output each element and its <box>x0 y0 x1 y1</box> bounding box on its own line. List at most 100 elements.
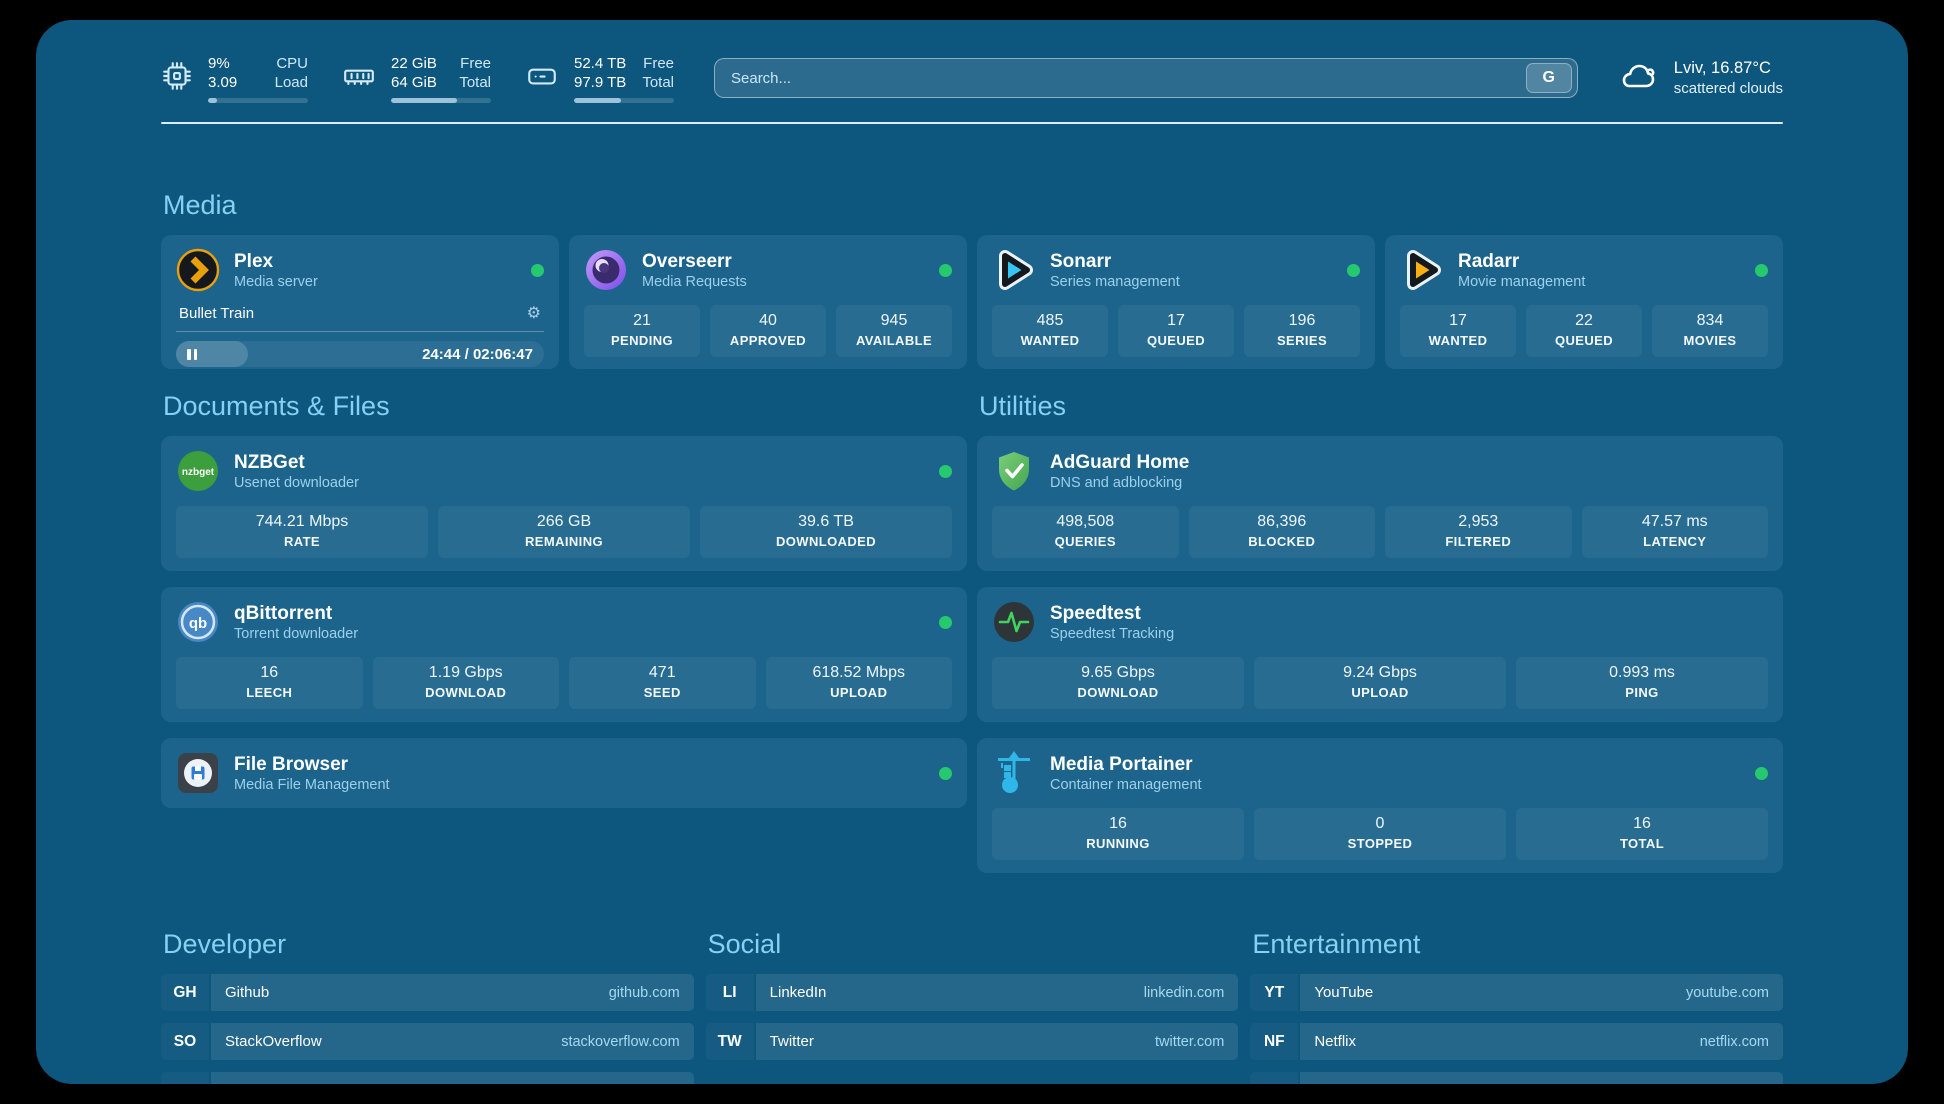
now-playing-title: Bullet Train <box>179 304 255 322</box>
cpu-progress-fill <box>208 97 217 103</box>
search-bar: G <box>714 58 1578 98</box>
social-section-title: Social <box>707 929 782 959</box>
stat-box: 498,508 QUERIES <box>992 506 1179 558</box>
app-name: Overseerr <box>642 250 732 272</box>
app-subtitle: Torrent downloader <box>234 625 359 642</box>
disk-stat: 52.4 TB 97.9 TB Free Total <box>525 54 674 103</box>
stat-box: 1.19 Gbps DOWNLOAD <box>372 657 559 709</box>
status-online-dot <box>939 766 952 780</box>
now-playing-time: 24:44 / 02:06:47 <box>422 345 533 363</box>
status-online-dot <box>939 615 952 629</box>
app-subtitle: Movie management <box>1458 273 1586 290</box>
cpu-progress-track <box>208 97 308 103</box>
app-card-speedtest[interactable]: Speedtest Speedtest Tracking 9.65 Gbps D… <box>977 587 1783 722</box>
app-card-overseerr[interactable]: Overseerr Media Requests 21 PENDING 40 A… <box>569 235 967 369</box>
stat-box: 834 MOVIES <box>1652 305 1768 357</box>
status-online-dot <box>939 464 952 478</box>
qbittorrent-icon: qb <box>176 600 220 644</box>
link-twitter[interactable]: TW Twitter twitter.com <box>705 1023 1239 1060</box>
status-online-dot <box>939 263 952 277</box>
stat-box: 17 WANTED <box>1400 305 1516 357</box>
pause-icon[interactable] <box>187 348 197 360</box>
system-stats: 9% 3.09 CPU Load <box>161 54 674 103</box>
disk-total-value: 97.9 TB <box>574 74 627 91</box>
ram-free-value: 22 GiB <box>391 54 437 72</box>
app-name: Speedtest <box>1050 602 1141 624</box>
stat-box: 266 GB REMAINING <box>438 506 690 558</box>
status-online-dot <box>1755 263 1768 277</box>
link-netflix[interactable]: NF Netflix netflix.com <box>1250 1023 1783 1060</box>
svg-text:qb: qb <box>189 615 207 632</box>
app-subtitle: Media server <box>234 273 318 290</box>
stat-box: 40 APPROVED <box>710 305 826 357</box>
stat-box: 17 QUEUED <box>1118 305 1234 357</box>
app-card-filebrowser[interactable]: File Browser Media File Management <box>161 738 967 808</box>
status-online-dot <box>531 263 544 277</box>
stat-box: 47.57 ms LATENCY <box>1581 506 1768 558</box>
app-name: Media Portainer <box>1050 753 1193 775</box>
weather-widget: Lviv, 16.87°C scattered clouds <box>1618 58 1783 99</box>
stat-box: 0.993 ms PING <box>1516 657 1768 709</box>
app-card-qbittorrent[interactable]: qb qBittorrent Torrent downloader <box>161 587 967 722</box>
link-reddit[interactable]: RE Reddit reddit.com <box>1250 1072 1783 1084</box>
link-dev[interactable]: DT DEV dev.to <box>161 1072 694 1084</box>
stat-box: 485 WANTED <box>992 305 1108 357</box>
search-provider-button[interactable]: G <box>1525 63 1572 93</box>
link-github[interactable]: GH Github github.com <box>161 974 694 1011</box>
status-online-dot <box>1347 263 1360 277</box>
app-card-plex[interactable]: Plex Media server Bullet Train ⚙ 24:44 /… <box>161 235 559 369</box>
weather-condition: scattered clouds <box>1673 80 1783 97</box>
stat-box: 9.65 Gbps DOWNLOAD <box>992 657 1244 709</box>
nzbget-icon: nzbget <box>176 449 220 493</box>
stat-box: 196 SERIES <box>1244 305 1360 357</box>
speedtest-icon <box>992 600 1036 644</box>
disk-progress-fill <box>574 97 621 103</box>
app-subtitle: Media Requests <box>642 273 747 290</box>
app-name: AdGuard Home <box>1050 451 1190 473</box>
sonarr-icon <box>992 248 1036 292</box>
ram-total-label: Total <box>459 74 491 91</box>
gear-icon[interactable]: ⚙ <box>526 305 541 322</box>
link-linkedin[interactable]: LI LinkedIn linkedin.com <box>705 974 1239 1011</box>
weather-location-temp: Lviv, 16.87°C <box>1673 59 1771 77</box>
stat-box: 16 LEECH <box>176 657 363 709</box>
disk-free-label: Free <box>643 54 674 72</box>
cpu-label: CPU <box>276 54 308 72</box>
cpu-icon <box>161 60 193 97</box>
search-input[interactable] <box>729 68 1526 88</box>
portainer-icon <box>992 751 1036 795</box>
app-card-sonarr[interactable]: Sonarr Series management 485 WANTED 17 Q… <box>977 235 1375 369</box>
disk-progress-track <box>574 97 674 103</box>
section-media: Media Plex Media server <box>161 190 1783 369</box>
ram-stat: 22 GiB 64 GiB Free Total <box>342 54 491 103</box>
app-card-portainer[interactable]: Media Portainer Container management 16 … <box>977 738 1783 873</box>
app-name: File Browser <box>234 753 349 775</box>
app-card-nzbget[interactable]: nzbget NZBGet Usenet downloader 74 <box>161 436 967 571</box>
developer-section-title: Developer <box>163 929 287 959</box>
cpu-load-label: Load <box>274 74 308 91</box>
bookmark-group-developer: Developer GH Github github.com SO StackO… <box>161 929 694 1084</box>
plex-icon <box>176 248 220 292</box>
app-subtitle: Container management <box>1050 776 1202 793</box>
cpu-load-value: 3.09 <box>208 74 238 91</box>
ram-icon <box>342 60 376 97</box>
media-progress-bar[interactable]: 24:44 / 02:06:47 <box>176 341 544 367</box>
stat-box: 0 STOPPED <box>1254 808 1506 860</box>
ram-progress-track <box>391 97 491 103</box>
disk-free-value: 52.4 TB <box>574 54 627 72</box>
link-youtube[interactable]: YT YouTube youtube.com <box>1250 974 1783 1011</box>
stat-box: 2,953 FILTERED <box>1385 506 1572 558</box>
app-name: NZBGet <box>234 451 305 473</box>
link-stackoverflow[interactable]: SO StackOverflow stackoverflow.com <box>161 1023 694 1060</box>
header-divider <box>161 122 1783 124</box>
app-card-adguard[interactable]: AdGuard Home DNS and adblocking 498,508 … <box>977 436 1783 571</box>
app-subtitle: Series management <box>1050 273 1180 290</box>
ram-progress-fill <box>391 97 457 103</box>
app-subtitle: Media File Management <box>234 776 390 793</box>
app-card-radarr[interactable]: Radarr Movie management 17 WANTED 22 QUE… <box>1385 235 1783 369</box>
stat-box: 16 TOTAL <box>1516 808 1768 860</box>
media-section-title: Media <box>163 190 237 220</box>
top-bar: 9% 3.09 CPU Load <box>161 50 1783 106</box>
section-utilities: Utilities <box>977 391 1783 873</box>
app-name: Sonarr <box>1050 250 1112 272</box>
